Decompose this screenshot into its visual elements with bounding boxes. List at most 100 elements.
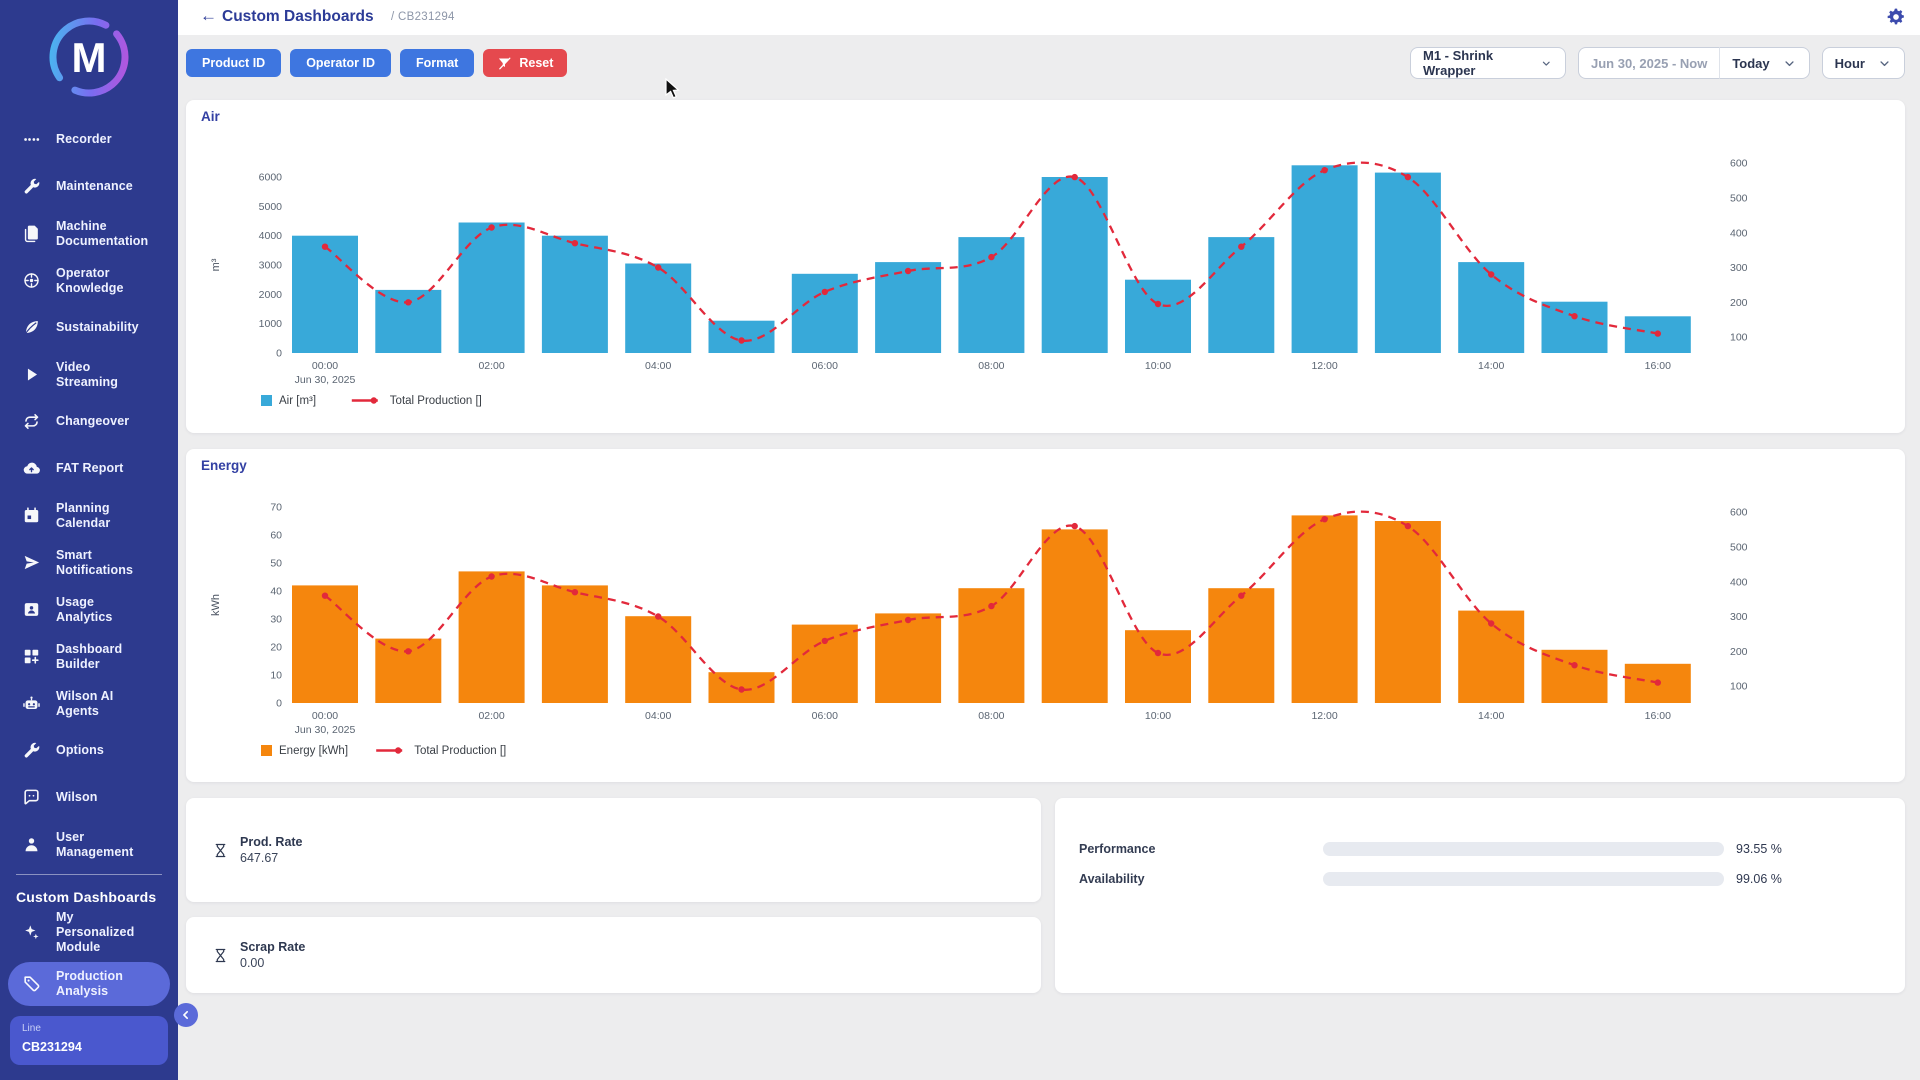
sidebar-item-label: Recorder xyxy=(56,132,112,147)
x-axis-tick: 10:00 xyxy=(1145,360,1171,372)
chevron-down-icon xyxy=(1877,56,1892,71)
line-marker xyxy=(1571,313,1578,320)
sidebar-item-label: Dashboard Builder xyxy=(56,641,123,671)
line-marker xyxy=(738,686,745,693)
line-marker xyxy=(321,592,329,599)
wrench-icon xyxy=(22,741,41,760)
machine-dropdown-value: M1 - Shrink Wrapper xyxy=(1423,48,1494,78)
line-marker xyxy=(1071,522,1078,530)
date-range-input[interactable]: Jun 30, 2025 - Now xyxy=(1578,47,1720,79)
bar xyxy=(1208,237,1275,353)
granularity-dropdown[interactable]: Hour xyxy=(1821,47,1905,79)
date-range-group: Jun 30, 2025 - Now Today xyxy=(1578,47,1810,79)
bar xyxy=(1125,630,1191,703)
machine-dropdown[interactable]: M1 - Shrink Wrapper xyxy=(1410,47,1566,79)
y-axis-tick: 70 xyxy=(270,502,282,514)
sidebar-item-planning-calendar[interactable]: Planning Calendar xyxy=(0,492,178,539)
sidebar-collapse-button[interactable] xyxy=(174,1003,198,1027)
x-axis-tick: 10:00 xyxy=(1145,710,1171,722)
y-axis-tick: 20 xyxy=(270,642,282,654)
x-axis-tick: 04:00 xyxy=(645,360,671,372)
chevron-down-icon xyxy=(1540,56,1553,71)
x-axis-tick: 14:00 xyxy=(1478,710,1504,722)
line-marker xyxy=(1654,330,1662,337)
kpi-value: 647.67 xyxy=(240,851,279,865)
line-marker xyxy=(821,637,828,645)
legend-swatch xyxy=(261,395,272,406)
y-axis-tick: 10 xyxy=(270,670,282,682)
grid-plus-icon xyxy=(22,647,41,666)
sidebar-item-label: Sustainability xyxy=(56,320,139,335)
line-chip[interactable]: Line CB231294 xyxy=(10,1015,168,1065)
line-marker xyxy=(1071,173,1078,181)
right-axis-tick: 600 xyxy=(1730,507,1748,519)
right-axis-tick: 300 xyxy=(1730,611,1748,623)
sidebar-item-label: Video Streaming xyxy=(56,359,119,389)
sidebar-item-user-management[interactable]: User Management xyxy=(0,821,178,868)
metric-label: Performance xyxy=(1079,842,1156,856)
mouse-cursor xyxy=(665,78,680,99)
date-range-value: Jun 30, 2025 - Now xyxy=(1591,55,1708,71)
sidebar-item-label: FAT Report xyxy=(56,461,124,476)
x-axis-tick: 12:00 xyxy=(1311,360,1337,372)
gear-icon[interactable] xyxy=(1886,7,1906,27)
sidebar-item-label: Maintenance xyxy=(56,179,133,194)
sidebar-item-production-analysis[interactable]: Production Analysis xyxy=(8,962,170,1006)
sidebar-item-options[interactable]: Options xyxy=(0,727,178,774)
y-axis-tick: 3000 xyxy=(259,260,283,272)
sidebar-item-machine-documentation[interactable]: Machine Documentation xyxy=(0,210,178,257)
sidebar-item-maintenance[interactable]: Maintenance xyxy=(0,163,178,210)
send-icon xyxy=(22,553,41,572)
y-axis-tick: 1000 xyxy=(259,318,283,330)
sidebar-item-changeover[interactable]: Changeover xyxy=(0,398,178,445)
logo-ring-icon: M xyxy=(49,17,129,97)
sidebar-divider xyxy=(16,874,162,875)
format-button[interactable]: Format xyxy=(399,49,475,77)
line-marker xyxy=(488,224,495,231)
y-axis-tick: 4000 xyxy=(259,230,283,242)
wrench-icon xyxy=(22,177,41,196)
line-marker xyxy=(1654,679,1662,686)
sidebar-item-label: Planning Calendar xyxy=(56,500,111,530)
sidebar-item-sustainability[interactable]: Sustainability xyxy=(0,304,178,351)
line-marker xyxy=(1488,620,1495,627)
chart-controls: M1 - Shrink Wrapper Jun 30, 2025 - Now T… xyxy=(1410,47,1905,79)
y-axis-label: m³ xyxy=(210,258,222,271)
metric-value: 93.55 % xyxy=(1736,842,1782,856)
x-axis-tick: 16:00 xyxy=(1645,710,1671,722)
sidebar-item-label: User Management xyxy=(56,829,134,859)
line-chip-value: CB231294 xyxy=(22,1039,82,1054)
reset-button[interactable]: Reset xyxy=(483,49,568,77)
sidebar-item-my-personalized-module[interactable]: My Personalized Module xyxy=(0,909,178,956)
x-axis-date-label: Jun 30, 2025 xyxy=(295,724,356,736)
cloud-upload-icon xyxy=(22,459,41,478)
sidebar-item-video-streaming[interactable]: Video Streaming xyxy=(0,351,178,398)
line-marker xyxy=(405,648,412,655)
preset-dropdown[interactable]: Today xyxy=(1719,47,1810,79)
sidebar-item-smart-notifications[interactable]: Smart Notifications xyxy=(0,539,178,586)
product-id-button[interactable]: Product ID xyxy=(186,49,282,77)
x-axis-tick: 00:00 xyxy=(312,360,338,372)
bar xyxy=(625,616,692,703)
titlebar: ← Custom Dashboards / CB231294 xyxy=(178,0,1920,35)
x-axis-tick: 00:00 xyxy=(312,710,338,722)
bar xyxy=(1208,588,1275,703)
sidebar-item-operator-knowledge[interactable]: Operator Knowledge xyxy=(0,257,178,304)
sidebar-item-wilson-ai-agents[interactable]: Wilson AI Agents xyxy=(0,680,178,727)
y-axis-tick: 50 xyxy=(270,558,282,570)
sidebar-item-fat-report[interactable]: FAT Report xyxy=(0,445,178,492)
sidebar-item-label: Wilson xyxy=(56,790,98,805)
sidebar-item-wilson[interactable]: Wilson xyxy=(0,774,178,821)
legend-line-marker xyxy=(370,397,377,404)
sidebar-item-recorder[interactable]: Recorder xyxy=(0,116,178,163)
calendar-icon xyxy=(22,506,41,525)
sidebar-section-title: Custom Dashboards xyxy=(16,889,157,905)
back-button[interactable]: ← xyxy=(200,6,217,25)
line-marker xyxy=(904,616,912,624)
sidebar-item-label: My Personalized Module xyxy=(56,910,135,954)
sidebar-item-dashboard-builder[interactable]: Dashboard Builder xyxy=(0,633,178,680)
sidebar-nav: Recorder Maintenance Machine Documentation… xyxy=(0,116,178,1065)
operator-id-button[interactable]: Operator ID xyxy=(290,49,391,77)
air-chart-card: Air 0 1000 2000 3000 4000 5000 6000 m³ 100 200 300… xyxy=(186,100,1905,433)
sidebar-item-usage-analytics[interactable]: Usage Analytics xyxy=(0,586,178,633)
